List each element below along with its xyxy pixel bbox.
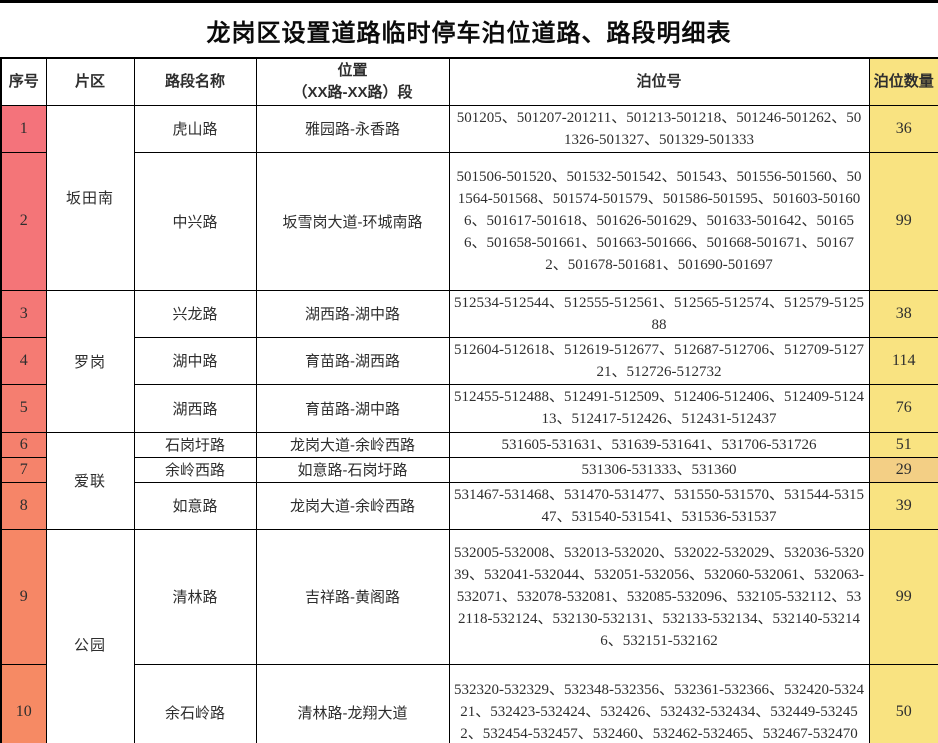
district-cell: 罗岗 — [45, 289, 135, 433]
location-cell: 龙岗大道-余岭西路 — [255, 431, 450, 458]
table-row: 2 中兴路 坂雪岗大道-环城南路 501506-501520、501532-50154… — [0, 151, 938, 291]
table-row: 10 余石岭路 清林路-龙翔大道 532320-532329、532348-53235… — [0, 663, 938, 743]
row-number-cell: 6 — [0, 431, 47, 458]
berth-count-cell: 50 — [868, 663, 938, 743]
row-number-cell: 3 — [0, 289, 47, 338]
row-number-cell: 10 — [0, 663, 47, 743]
berth-numbers-cell: 531467-531468、531470-531477、531550-53157… — [448, 481, 870, 530]
table-header-row: 序号 片区 路段名称 位置 （XX路-XX路）段 泊位号 泊位数量 — [0, 57, 938, 106]
berth-numbers-cell: 531306-531333、531360 — [448, 456, 870, 483]
road-name-cell: 如意路 — [133, 481, 257, 530]
top-rule — [0, 0, 938, 3]
road-name-cell: 余石岭路 — [133, 663, 257, 743]
row-number-cell: 4 — [0, 336, 47, 385]
location-cell: 雅园路-永香路 — [255, 104, 450, 153]
berth-numbers-cell: 512534-512544、512555-512561、512565-51257… — [448, 289, 870, 338]
row-number-cell: 2 — [0, 151, 47, 291]
location-cell: 湖西路-湖中路 — [255, 289, 450, 338]
table-row: 6 爱联 石岗圩路 龙岗大道-余岭西路 531605-531631、531639-531… — [0, 431, 938, 530]
berth-numbers-cell: 512455-512488、512491-512509、512406-51240… — [448, 383, 870, 433]
column-header-berth-count: 泊位数量 — [868, 57, 938, 106]
table-row: 4 湖中路 育苗路-湖西路 512604-512618、512619-512677、5… — [0, 336, 938, 385]
berth-numbers-cell: 512604-512618、512619-512677、512687-51270… — [448, 336, 870, 385]
table-body: 1 坂田南 虎山路 雅园路-永香路 501205、501207-201211、50121… — [0, 104, 938, 743]
location-cell: 如意路-石岗圩路 — [255, 456, 450, 483]
road-name-cell: 虎山路 — [133, 104, 257, 153]
district-cell: 坂田南 — [45, 104, 135, 291]
berth-numbers-cell: 501205、501207-201211、501213-501218、50124… — [448, 104, 870, 153]
road-name-cell: 湖中路 — [133, 336, 257, 385]
berth-count-cell: 76 — [868, 383, 938, 433]
table-header: 序号 片区 路段名称 位置 （XX路-XX路）段 泊位号 泊位数量 — [0, 57, 938, 106]
column-header-district: 片区 — [45, 57, 135, 106]
table-row: 7 余岭西路 如意路-石岗圩路 531306-531333、531360 29 — [0, 456, 938, 483]
road-name-cell: 湖西路 — [133, 383, 257, 433]
road-name-cell: 中兴路 — [133, 151, 257, 291]
row-number-cell: 1 — [0, 104, 47, 153]
berth-count-cell: 99 — [868, 151, 938, 291]
road-name-cell: 兴龙路 — [133, 289, 257, 338]
row-number-cell: 8 — [0, 481, 47, 530]
row-number-cell: 5 — [0, 383, 47, 433]
table-row: 5 湖西路 育苗路-湖中路 512455-512488、512491-512509、5… — [0, 383, 938, 433]
page-title: 龙岗区设置道路临时停车泊位道路、路段明细表 — [206, 19, 732, 47]
column-header-berth-numbers: 泊位号 — [448, 57, 870, 106]
berth-count-cell: 51 — [868, 431, 938, 458]
location-cell: 育苗路-湖西路 — [255, 336, 450, 385]
column-header-location: 位置 （XX路-XX路）段 — [255, 57, 450, 106]
berth-numbers-cell: 501506-501520、501532-501542、501543、50155… — [448, 151, 870, 291]
location-cell: 坂雪岗大道-环城南路 — [255, 151, 450, 291]
berth-numbers-cell: 532005-532008、532013-532020、532022-53202… — [448, 528, 870, 665]
row-number-cell: 7 — [0, 456, 47, 483]
table-row: 3 罗岗 兴龙路 湖西路-湖中路 512534-512544、512555-512561… — [0, 289, 938, 433]
berth-count-cell: 38 — [868, 289, 938, 338]
road-name-cell: 清林路 — [133, 528, 257, 665]
location-cell: 吉祥路-黄阁路 — [255, 528, 450, 665]
table-row: 1 坂田南 虎山路 雅园路-永香路 501205、501207-201211、50121… — [0, 104, 938, 291]
location-cell: 清林路-龙翔大道 — [255, 663, 450, 743]
berth-count-cell: 29 — [868, 456, 938, 483]
column-header-road-name: 路段名称 — [133, 57, 257, 106]
berth-count-cell: 114 — [868, 336, 938, 385]
column-header-serial: 序号 — [0, 57, 47, 106]
row-number-cell: 9 — [0, 528, 47, 665]
berth-count-cell: 36 — [868, 104, 938, 153]
road-name-cell: 余岭西路 — [133, 456, 257, 483]
location-cell: 龙岗大道-余岭西路 — [255, 481, 450, 530]
table-row: 9 公园 清林路 吉祥路-黄阁路 532005-532008、532013-532020… — [0, 528, 938, 743]
berth-numbers-cell: 531605-531631、531639-531641、531706-53172… — [448, 431, 870, 458]
parking-table: 序号 片区 路段名称 位置 （XX路-XX路）段 泊位号 泊位数量 1 坂田南 虎山… — [0, 57, 938, 743]
berth-count-cell: 39 — [868, 481, 938, 530]
district-cell: 公园 — [45, 528, 135, 743]
berth-count-cell: 99 — [868, 528, 938, 665]
table-row: 8 如意路 龙岗大道-余岭西路 531467-531468、531470-531477… — [0, 481, 938, 530]
district-cell: 爱联 — [45, 431, 135, 530]
road-name-cell: 石岗圩路 — [133, 431, 257, 458]
location-cell: 育苗路-湖中路 — [255, 383, 450, 433]
berth-numbers-cell: 532320-532329、532348-532356、532361-53236… — [448, 663, 870, 743]
